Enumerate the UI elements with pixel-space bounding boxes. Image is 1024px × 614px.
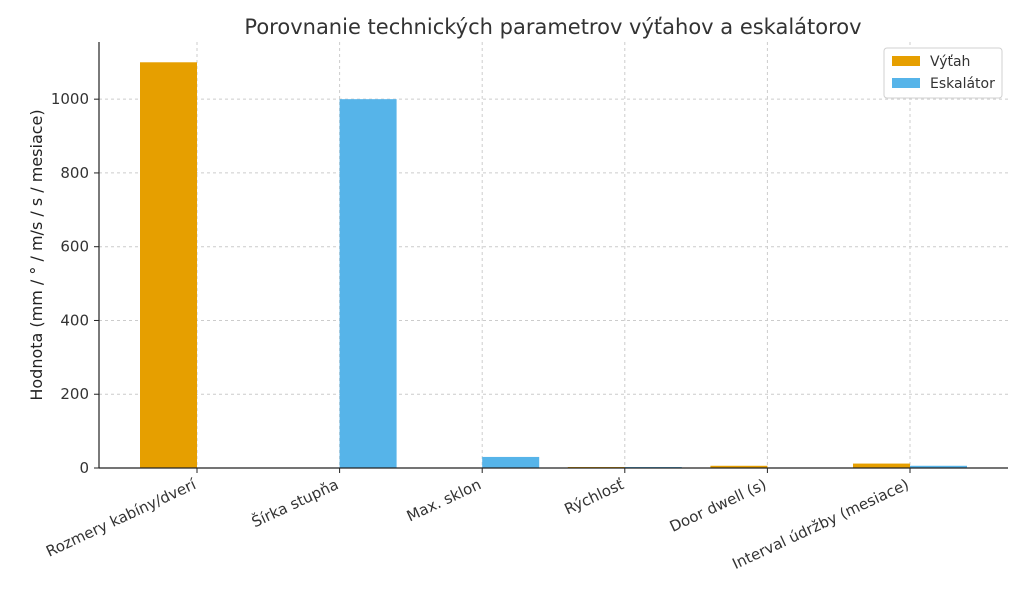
y-tick-label: 0 <box>79 459 89 477</box>
x-tick-label: Šírka stupňa <box>248 474 341 531</box>
bars <box>140 62 967 469</box>
x-tick-label: Rýchlosť <box>562 475 627 518</box>
bar-eskalator <box>339 99 397 469</box>
chart-title: Porovnanie technických parametrov výťaho… <box>244 15 861 39</box>
bar-eskalator <box>910 465 967 468</box>
bar-vytah <box>140 62 197 469</box>
y-tick-label: 1000 <box>51 90 89 108</box>
legend-label: Eskalátor <box>930 76 995 92</box>
bar-vytah <box>710 465 768 468</box>
x-ticks: Rozmery kabíny/dverí Šírka stupňa Max. skl… <box>43 468 912 573</box>
bar-eskalator <box>482 456 540 468</box>
grid <box>99 42 1008 469</box>
legend: Výťah Eskalátor <box>883 47 1003 99</box>
y-tick-label: 800 <box>60 164 89 182</box>
y-tick-label: 400 <box>60 311 89 329</box>
y-ticks: 0 200 400 600 800 1000 <box>51 90 99 477</box>
x-tick-label: Door dwell (s) <box>667 475 769 535</box>
y-tick-label: 600 <box>60 238 89 256</box>
y-tick-label: 200 <box>60 385 89 403</box>
bar-vytah <box>853 463 910 468</box>
x-tick-label: Max. sklon <box>404 475 484 525</box>
x-tick-label: Rozmery kabíny/dverí <box>43 475 199 561</box>
y-axis-label: Hodnota (mm / ° / m/s / s / mesiace) <box>27 109 46 400</box>
legend-swatch <box>892 56 920 66</box>
legend-swatch <box>892 78 920 88</box>
axes <box>98 42 1008 469</box>
legend-label: Výťah <box>930 54 970 70</box>
